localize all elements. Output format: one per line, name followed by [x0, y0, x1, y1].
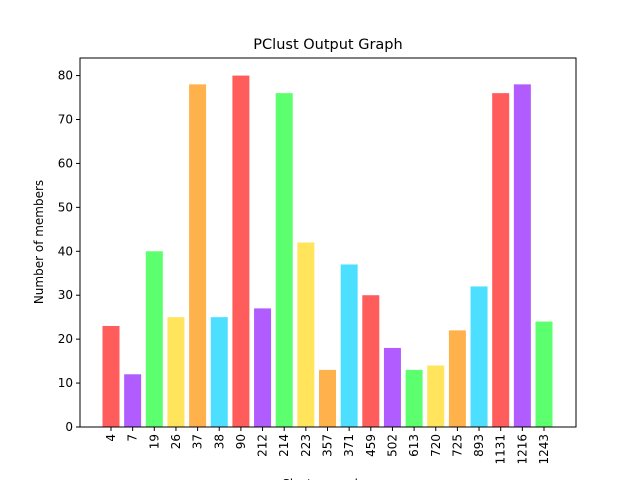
bar — [492, 93, 510, 428]
bar — [232, 75, 250, 428]
bar — [319, 369, 336, 427]
x-tick-label: 26 — [169, 434, 183, 449]
x-tick-label: 725 — [450, 434, 464, 457]
y-tick-label: 80 — [58, 69, 73, 83]
x-tick-label: 720 — [429, 434, 443, 457]
x-tick-label: 223 — [299, 434, 313, 457]
bar — [362, 295, 380, 427]
bar — [470, 286, 488, 427]
bar — [102, 325, 120, 427]
x-tick-label: 371 — [342, 434, 356, 457]
y-tick-label: 70 — [58, 113, 73, 127]
chart-title: PClust Output Graph — [253, 37, 402, 53]
x-tick-label: 19 — [147, 434, 161, 449]
bar — [340, 264, 358, 427]
bar — [189, 84, 207, 427]
bar — [535, 321, 553, 427]
x-axis-label: Cluster number — [281, 477, 374, 480]
x-tick-label: 90 — [234, 434, 248, 449]
bar — [383, 347, 401, 427]
x-tick-label: 1131 — [494, 434, 508, 465]
y-tick-label: 0 — [65, 420, 73, 434]
y-tick-label: 40 — [58, 244, 73, 258]
x-tick-label: 459 — [364, 434, 378, 457]
x-tick-label: 502 — [385, 434, 399, 457]
bar — [210, 317, 228, 427]
bar — [297, 242, 315, 427]
y-tick-label: 20 — [58, 332, 73, 346]
x-tick-label: 212 — [256, 434, 270, 457]
plot-frame — [79, 57, 577, 428]
y-tick-label: 30 — [58, 288, 73, 302]
x-tick-label: 38 — [212, 434, 226, 449]
x-tick-label: 613 — [407, 434, 421, 457]
bar — [275, 93, 293, 428]
x-tick-label: 1243 — [537, 434, 551, 465]
bar — [427, 365, 445, 427]
bar — [145, 251, 163, 427]
x-tick-label: 7 — [126, 434, 140, 442]
y-axis-label: Number of members — [32, 180, 46, 304]
x-tick-label: 893 — [472, 434, 486, 457]
y-tick-label: 50 — [58, 200, 73, 214]
bar — [254, 308, 272, 427]
x-tick-label: 214 — [277, 434, 291, 457]
x-tick-label: 1216 — [515, 434, 529, 465]
y-tick-label: 60 — [58, 156, 73, 170]
bar — [448, 330, 466, 427]
x-tick-label: 357 — [321, 434, 335, 457]
x-tick-label: 4 — [104, 434, 118, 442]
y-tick-label: 10 — [58, 376, 73, 390]
bar — [513, 84, 531, 427]
x-tick-label: 37 — [191, 434, 205, 449]
bar — [405, 369, 423, 427]
bar — [167, 317, 185, 427]
bar — [124, 374, 142, 427]
